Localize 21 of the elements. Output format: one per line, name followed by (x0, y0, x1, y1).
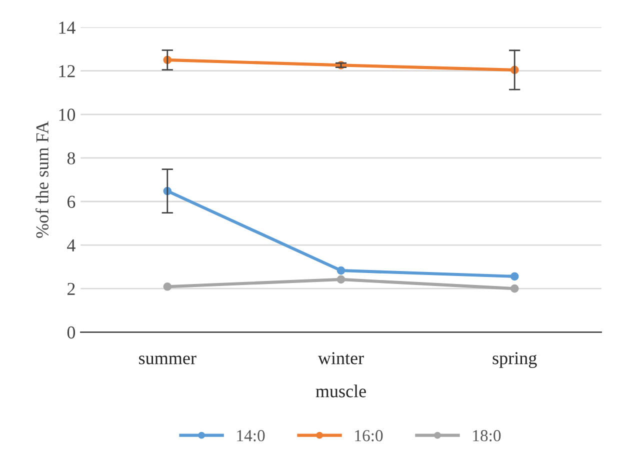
legend-label: 16:0 (355, 430, 383, 442)
point (336, 266, 346, 275)
y-tick-label: 14 (59, 22, 76, 34)
y-tick-label: 12 (59, 65, 75, 78)
y-tick-label: 0 (67, 326, 76, 339)
point (510, 284, 519, 293)
y-tick-label: 10 (59, 108, 76, 121)
point (336, 275, 346, 284)
y-tick-label: 4 (67, 239, 76, 252)
y-axis-title: %of the sum FA (36, 121, 49, 238)
x-axis-title: muscle (316, 384, 366, 398)
point (510, 272, 519, 281)
y-tick-label: 8 (67, 152, 76, 164)
y-tick-label: 2 (68, 282, 75, 295)
legend-label: 14:0 (237, 430, 265, 442)
x-tick-label: summer (139, 356, 196, 364)
x-tick-label: spring (492, 352, 537, 368)
point (163, 282, 172, 291)
y-tick-label: 6 (67, 196, 76, 208)
legend-label: 18:0 (473, 430, 501, 442)
x-tick-label: winter (318, 352, 364, 364)
